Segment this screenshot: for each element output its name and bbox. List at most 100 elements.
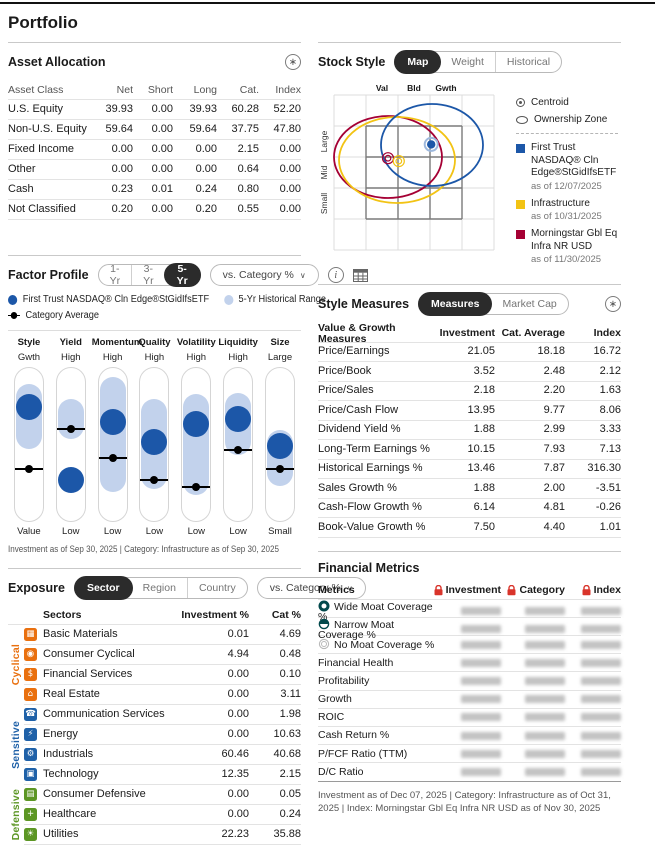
asset-class-label: Other xyxy=(8,163,36,175)
locked-value-cell xyxy=(435,677,501,686)
sector-row-consumer-cyclical: ◉ Consumer Cyclical 4.94 0.48 xyxy=(24,645,301,665)
redacted-value xyxy=(461,640,501,649)
value-cell: 0.00 xyxy=(111,143,133,155)
locked-value-cell xyxy=(565,677,621,686)
measure-label: Book-Value Growth % xyxy=(318,520,426,533)
factor-profile-tab-5-yr[interactable]: 5-Yr xyxy=(163,263,201,287)
stock-style-legend: Centroid Ownership Zone First Trust NASD… xyxy=(516,81,618,271)
exposure-tabs: Sector Region Country xyxy=(73,576,248,600)
group-label-cyclical: Cyclical xyxy=(8,625,24,705)
sector-row-real-estate: ⌂ Real Estate 0.00 3.11 xyxy=(24,685,301,705)
factor-column-size: Large Small xyxy=(259,351,301,538)
redacted-value xyxy=(525,749,565,758)
column-header-asset-class: Asset Class xyxy=(8,83,64,96)
exposure-tab-sector[interactable]: Sector xyxy=(73,576,133,600)
exposure-comparison-dropdown[interactable]: vs. Category % ∨ xyxy=(256,577,366,599)
value-cell: 0.00 xyxy=(151,203,173,215)
redacted-value xyxy=(581,695,621,704)
redacted-value xyxy=(525,713,565,722)
historical-range-band xyxy=(57,399,84,440)
value-cell: 2.20 xyxy=(543,384,565,397)
redacted-value xyxy=(525,625,565,634)
technology-icon: ▣ xyxy=(24,768,37,781)
factor-top-label: High xyxy=(186,352,207,363)
factor-profile-legend: First Trust NASDAQ® Cln Edge®StGidIfsETF… xyxy=(8,294,326,321)
value-cell: 2.00 xyxy=(543,481,565,494)
redacted-value xyxy=(581,658,621,667)
factor-bottom-label: Low xyxy=(145,526,164,537)
investment-marker xyxy=(15,393,42,420)
category-value: 3.11 xyxy=(280,688,301,700)
investment-value: 0.00 xyxy=(227,728,249,740)
asset-allocation-title: Asset Allocation xyxy=(8,55,106,69)
value-cell: 0.00 xyxy=(195,163,217,175)
value-cell: 1.88 xyxy=(473,423,495,436)
investment-value: 12.35 xyxy=(221,768,249,780)
stock-style-title: Stock Style xyxy=(318,55,386,69)
column-header-investment: Investment xyxy=(434,584,501,596)
investment-value: 0.00 xyxy=(227,788,249,800)
value-cell: 7.87 xyxy=(543,462,565,475)
factor-profile-section: Factor Profile 1-Yr 3-Yr 5-Yr vs. Category… xyxy=(8,255,368,555)
factor-name-size: Size xyxy=(270,337,290,348)
redacted-value xyxy=(461,695,501,704)
stock-style-tab-weight[interactable]: Weight xyxy=(440,52,495,72)
redacted-value xyxy=(581,731,621,740)
metric-label-text: Narrow Moat Coverage % xyxy=(318,618,395,642)
investment-marker xyxy=(141,429,168,456)
category-average-marker xyxy=(224,449,253,452)
annotate-icon[interactable]: ∗ xyxy=(605,296,621,312)
value-cell: 10.15 xyxy=(467,442,495,455)
table-row-fixed-income: Fixed Income 0.00 0.00 0.00 2.15 0.00 xyxy=(8,140,301,160)
factor-profile-tab-1-yr[interactable]: 1-Yr xyxy=(99,263,132,287)
factor-column-yield: High Low xyxy=(50,351,92,538)
measure-label: Price/Cash Flow xyxy=(318,403,399,416)
morningstar-gb-swatch-icon xyxy=(516,230,525,239)
exposure-tab-region[interactable]: Region xyxy=(132,578,187,598)
group-label-text: Defensive xyxy=(10,789,22,841)
table-row-historical-earnings: Historical Earnings % 13.46 7.87 316.30 xyxy=(318,460,621,479)
column-header-sectors: Sectors xyxy=(43,609,82,622)
style-map-column-labels: Val Bld Gwth xyxy=(376,83,457,93)
value-cell: 0.24 xyxy=(195,183,217,195)
exposure-tab-country[interactable]: Country xyxy=(186,578,247,598)
asset-allocation-table: Asset Class Net Short Long Cat. Index U.S. Equ… xyxy=(8,81,301,220)
centroid-open-ring xyxy=(392,154,405,168)
group-label-text: Sensitive xyxy=(10,721,22,769)
real-estate-icon: ⌂ xyxy=(24,688,37,701)
value-cell: 0.00 xyxy=(151,143,173,155)
table-row-book-value-growth: Book-Value Growth % 7.50 4.40 1.01 xyxy=(318,518,621,538)
annotate-icon[interactable]: ∗ xyxy=(285,54,301,70)
investment-marker xyxy=(57,466,84,493)
value-cell: 0.00 xyxy=(151,163,173,175)
table-row-d-c-ratio: D/C Ratio xyxy=(318,763,621,782)
locked-value-cell xyxy=(435,625,501,634)
value-cell: 7.93 xyxy=(543,442,565,455)
table-row-no-moat-coverage: No Moat Coverage % xyxy=(318,636,621,655)
value-cell: 1.01 xyxy=(599,520,621,533)
financial-metrics-footnote: Investment as of Dec 07, 2025 | Category… xyxy=(318,789,611,815)
metric-label-text: P/FCF Ratio (TTM) xyxy=(318,747,408,760)
column-header-cat-average: Cat. Average xyxy=(501,327,565,340)
utilities-icon: ☀ xyxy=(24,828,37,841)
measure-label: Price/Earnings xyxy=(318,345,390,358)
locked-value-cell xyxy=(501,658,565,667)
info-icon[interactable]: i xyxy=(327,267,344,283)
style-measures-tab-market-cap[interactable]: Market Cap xyxy=(491,294,567,314)
factor-name-volatility: Volatility xyxy=(176,337,216,348)
value-cell: 3.52 xyxy=(473,364,495,377)
factor-profile-tab-3-yr[interactable]: 3-Yr xyxy=(131,263,165,287)
investment-value: 0.00 xyxy=(227,708,249,720)
style-measures-tab-measures[interactable]: Measures xyxy=(418,292,493,316)
stock-style-tab-map[interactable]: Map xyxy=(394,50,442,74)
sector-label: Financial Services xyxy=(43,668,133,680)
centroid-open-ring xyxy=(395,157,403,165)
factor-bottom-label: Low xyxy=(229,526,247,537)
table-view-icon[interactable] xyxy=(352,268,368,282)
chevron-down-icon: ∨ xyxy=(346,583,353,593)
factor-column-liquidity: High Low xyxy=(217,351,259,538)
metric-label-text: Financial Health xyxy=(318,656,394,669)
stock-style-tab-historical[interactable]: Historical xyxy=(494,52,561,72)
factor-profile-comparison-dropdown[interactable]: vs. Category % ∨ xyxy=(209,264,319,286)
metric-label: ROIC xyxy=(318,712,435,723)
